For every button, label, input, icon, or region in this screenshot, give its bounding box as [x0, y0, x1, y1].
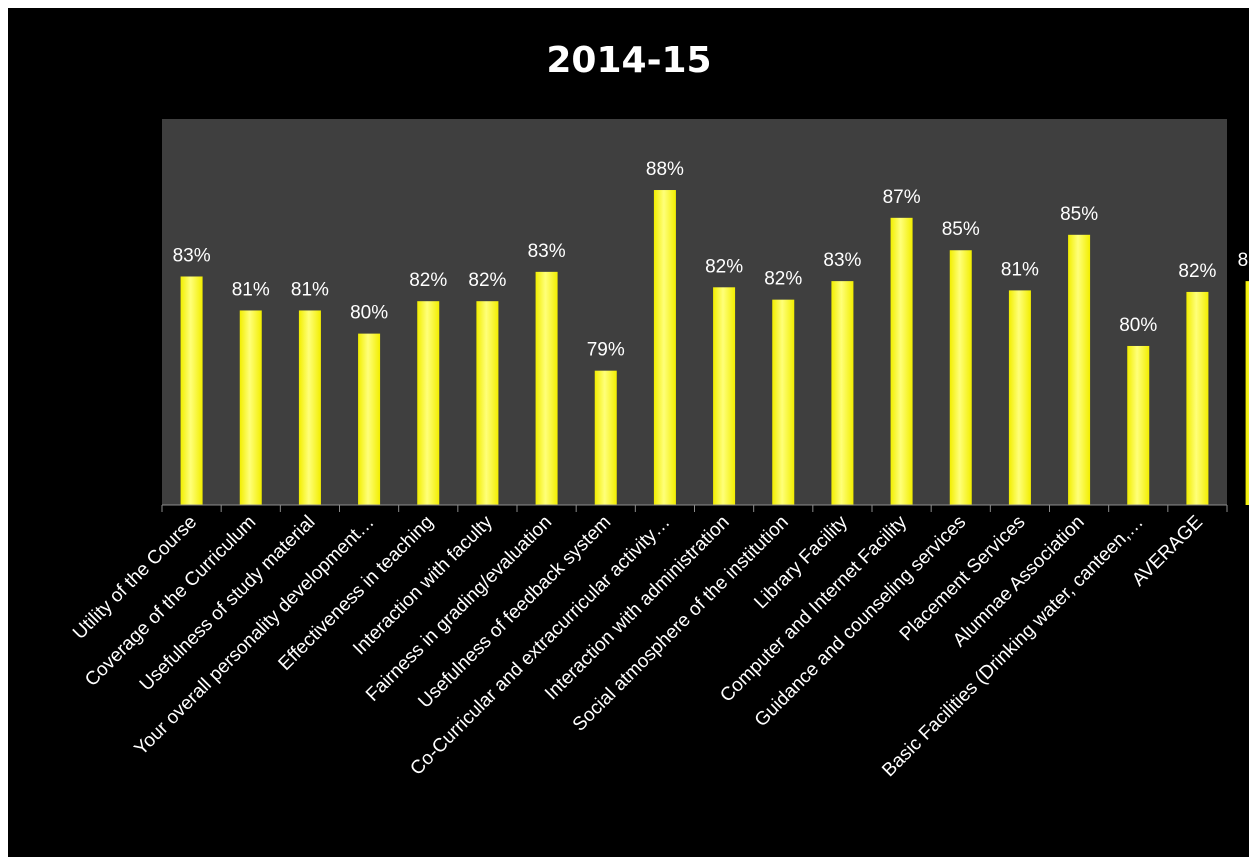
bar — [594, 370, 617, 505]
bar — [476, 301, 499, 505]
bar — [1245, 281, 1249, 505]
bar — [417, 301, 440, 505]
category-label: Guidance and counseling services — [751, 512, 970, 731]
bar — [180, 276, 203, 505]
chart-title: 2014-15 — [546, 40, 711, 81]
data-label: 83% — [1238, 250, 1249, 271]
bar — [772, 299, 795, 505]
bar — [713, 287, 736, 505]
data-label: 82% — [468, 270, 506, 291]
data-label: 81% — [291, 279, 329, 300]
bar — [1127, 345, 1150, 505]
category-label: Social atmosphere of the institution — [569, 512, 793, 736]
data-label: 82% — [409, 270, 447, 291]
bar-series — [180, 190, 1249, 506]
plot-area — [162, 119, 1227, 505]
bar — [239, 310, 262, 505]
data-label: 83% — [173, 245, 211, 266]
data-label: 85% — [1060, 204, 1098, 225]
bar — [1186, 291, 1209, 505]
data-label: 81% — [1001, 259, 1039, 280]
bar — [1008, 290, 1031, 505]
data-label: 83% — [528, 241, 566, 262]
bar — [358, 333, 381, 505]
data-label: 87% — [883, 187, 921, 208]
data-labels: 83% 81% 81% 80% 82% 82% 83% 79% 88% 82% 82% 83% 87% 8… — [173, 159, 1249, 361]
bar — [653, 190, 676, 506]
data-label: 80% — [350, 303, 388, 324]
bar — [831, 281, 854, 505]
data-label: 85% — [942, 219, 980, 240]
data-label: 82% — [1178, 261, 1216, 282]
bar — [890, 217, 913, 506]
bar — [949, 250, 972, 505]
chart-frame: 2014-15 83% 81% 81% 80% 82% 82% 83% 79% 88% 82% 82… — [8, 8, 1249, 857]
bar — [1068, 234, 1091, 506]
data-label: 83% — [823, 250, 861, 271]
data-label: 88% — [646, 159, 684, 180]
data-label: 79% — [587, 340, 625, 361]
data-label: 80% — [1119, 315, 1157, 336]
bar-chart: 2014-15 83% 81% 81% 80% 82% 82% 83% 79% 88% 82% 82… — [69, 40, 1249, 781]
bar — [298, 310, 321, 505]
data-label: 82% — [764, 269, 802, 290]
data-label: 81% — [232, 279, 270, 300]
x-axis-ticks — [161, 505, 1228, 512]
data-label: 82% — [705, 256, 743, 277]
bar — [535, 271, 558, 505]
